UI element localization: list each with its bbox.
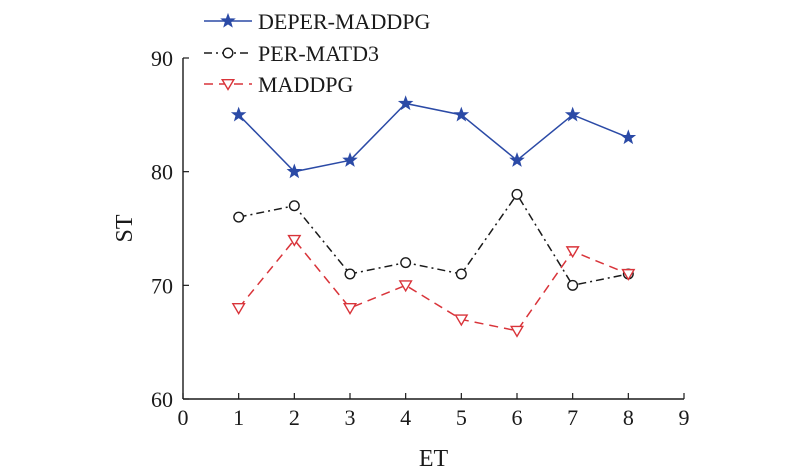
data-point [565,246,580,259]
legend-label: DEPER-MADDPG [258,9,430,34]
data-point [286,163,303,179]
x-tick-label: 9 [679,405,690,430]
data-point [567,279,579,291]
data-point [397,95,414,111]
x-axis-title: ET [419,446,449,472]
legend-item: DEPER-MADDPG [204,9,430,34]
x-tick-label: 5 [456,405,467,430]
x-tick-label: 8 [623,405,634,430]
y-tick-label: 90 [151,46,173,71]
y-tick-label: 80 [151,160,173,185]
legend-marker [222,47,234,59]
x-tick-label: 2 [289,405,300,430]
legend-label: PER-MATD3 [258,41,379,66]
series-maddpg [231,234,636,338]
data-point [230,106,247,122]
x-tick-label: 7 [567,405,578,430]
legend-marker [220,12,236,28]
y-axis: 60 70 80 90 [151,46,189,412]
x-tick-label: 4 [400,405,411,430]
y-tick-label: 60 [151,387,173,412]
data-point [564,106,581,122]
y-axis-title: ST [112,214,138,242]
series-layer [230,95,637,338]
data-point [455,268,467,280]
data-point [509,325,525,338]
data-point [287,234,302,247]
x-tick-label: 3 [345,405,356,430]
data-point [509,152,525,167]
x-tick-label: 1 [233,405,244,430]
series-deper-maddpg [230,95,637,179]
legend-item: MADDPG [204,72,353,97]
data-point [621,268,636,281]
legend: DEPER-MADDPG PER-MATD3 MADDPG [204,9,430,97]
data-point [453,106,470,122]
data-point [288,200,300,212]
data-point [400,257,412,269]
data-point [342,152,358,167]
legend-marker [220,78,236,91]
x-tick-label: 6 [512,405,523,430]
data-point [620,129,637,145]
data-point [231,303,246,315]
plot-frame [182,58,684,400]
data-point [511,188,523,200]
series-line [238,193,629,287]
legend-label: MADDPG [258,72,353,97]
data-point [342,303,358,315]
data-point [398,280,413,293]
data-point [233,211,245,223]
data-point [454,314,469,327]
data-point [344,268,356,280]
legend-item: PER-MATD3 [204,41,379,66]
series-line [238,238,629,332]
x-axis: 0 1 2 3 4 5 6 7 8 9 [178,393,690,430]
y-tick-label: 70 [151,273,173,298]
series-line [238,102,629,173]
x-tick-label: 0 [178,405,189,430]
